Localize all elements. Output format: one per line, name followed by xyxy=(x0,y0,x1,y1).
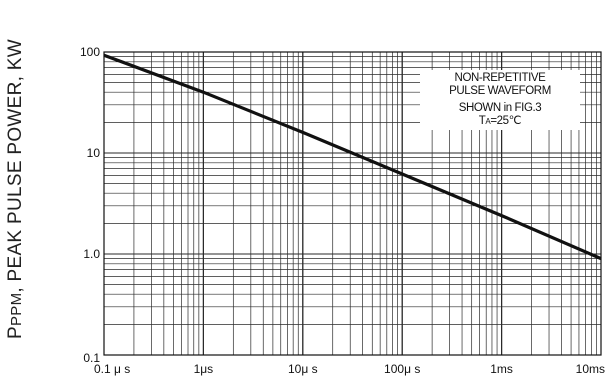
chart-grid xyxy=(104,52,601,355)
x-tick-label: 100μ s xyxy=(384,362,420,376)
conditions-annotation: NON-REPETITIVE PULSE WAVEFORM SHOWN in F… xyxy=(420,70,580,130)
y-tick-label: 100 xyxy=(80,45,100,59)
y-tick-label: 10 xyxy=(87,146,101,160)
tick-label-layer: 0.1 μ s 1μs 10μ s 100μ s 1ms 10ms 100 10 1.0 0.1 xyxy=(80,45,605,376)
annotation-ta-subscript: A xyxy=(485,116,491,126)
y-axis-label-prefix: P xyxy=(5,326,26,340)
plot-frame xyxy=(103,51,602,356)
y-axis-label: PPPM, PEAK PULSE POWER, KW xyxy=(5,0,31,379)
y-tick-label: 1.0 xyxy=(83,247,100,261)
annotation-line-2: PULSE WAVEFORM xyxy=(449,84,551,97)
y-axis-label-subscript: PPM xyxy=(8,292,25,327)
x-tick-label: 10ms xyxy=(576,362,605,376)
annotation-line-3: SHOWN in FIG.3 xyxy=(458,102,542,114)
x-tick-label: 1ms xyxy=(490,362,513,376)
x-tick-label: 0.1 μ s xyxy=(94,362,130,376)
x-tick-label: 10μ s xyxy=(288,362,318,376)
annotation-temperature: TA=25℃ xyxy=(420,115,580,129)
annotation-ta-prefix: T xyxy=(478,114,486,127)
annotation-line-1: NON-REPETITIVE xyxy=(454,72,546,84)
y-tick-label: 0.1 xyxy=(83,351,100,365)
x-tick-label: 1μs xyxy=(194,362,214,376)
series-line xyxy=(103,53,602,261)
y-axis-label-text: , PEAK PULSE POWER, KW xyxy=(5,38,26,293)
annotation-ta-value: =25℃ xyxy=(490,114,522,127)
series-layer xyxy=(103,53,602,261)
